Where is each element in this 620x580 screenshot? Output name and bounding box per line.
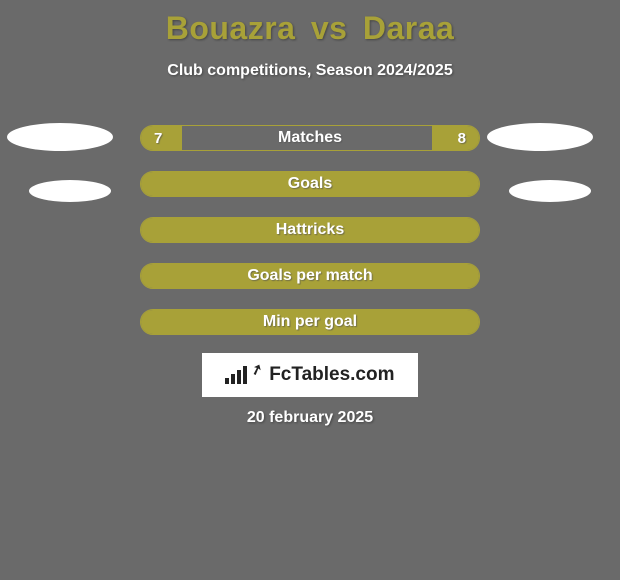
stat-bar-hattricks: Hattricks — [140, 217, 480, 243]
right-team-ellipse — [509, 180, 591, 202]
right-team-ellipse — [487, 123, 593, 151]
left-team-ellipse — [29, 180, 111, 202]
logo-text: FcTables.com — [269, 364, 394, 386]
left-team-ellipse — [7, 123, 113, 151]
bar-fill-left — [141, 264, 310, 288]
bar-fill-right — [432, 126, 479, 150]
stat-bar-min-per-goal: Min per goal — [140, 309, 480, 335]
bar-track — [140, 309, 480, 335]
team-a-name: Bouazra — [166, 10, 296, 46]
bar-track — [140, 217, 480, 243]
bar-fill-left — [141, 310, 310, 334]
stat-bar-goals: Goals — [140, 171, 480, 197]
bar-track — [140, 171, 480, 197]
bar-track — [140, 263, 480, 289]
comparison-infographic: Bouazra vs Daraa Club competitions, Seas… — [0, 0, 620, 580]
stat-bar-goals-per-match: Goals per match — [140, 263, 480, 289]
stat-bar-matches: Matches78 — [140, 125, 480, 151]
subtitle: Club competitions, Season 2024/2025 — [0, 62, 620, 80]
bar-fill-left — [141, 126, 182, 150]
date-label: 20 february 2025 — [0, 409, 620, 427]
bar-fill-right — [310, 264, 479, 288]
bar-fill-left — [141, 218, 310, 242]
bar-fill-right — [310, 172, 479, 196]
vs-label: vs — [311, 10, 348, 46]
bar-fill-right — [310, 218, 479, 242]
bar-track — [140, 125, 480, 151]
page-title: Bouazra vs Daraa — [0, 10, 620, 47]
team-b-name: Daraa — [363, 10, 454, 46]
logo-bar-icon — [225, 366, 247, 384]
bar-fill-right — [310, 310, 479, 334]
logo-arrow-icon: ➚ — [249, 359, 266, 379]
fctables-logo: ➚ FcTables.com — [202, 353, 418, 397]
bar-fill-left — [141, 172, 310, 196]
